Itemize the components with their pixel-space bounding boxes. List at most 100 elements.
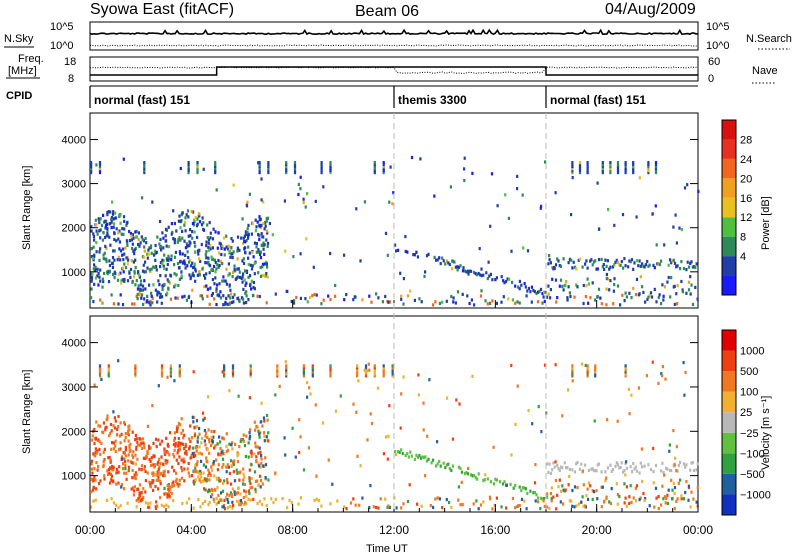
echo-cell: [158, 283, 160, 286]
echo-cell: [503, 480, 505, 483]
echo-cell: [664, 378, 666, 381]
echo-cell: [263, 253, 265, 256]
echo-cell: [115, 216, 117, 219]
echo-cell: [109, 210, 111, 213]
echo-cell: [263, 419, 265, 422]
echo-cell: [564, 461, 566, 464]
echo-cell: [152, 442, 154, 445]
echo-cell: [298, 502, 300, 505]
echo-cell: [128, 272, 130, 275]
echo-cell: [447, 463, 449, 466]
echo-cell: [261, 232, 263, 235]
echo-cell: [125, 266, 127, 269]
echo-cell: [303, 201, 305, 204]
echo-cell: [644, 465, 646, 468]
echo-cell: [657, 382, 659, 385]
echo-cell: [147, 506, 149, 509]
echo-cell: [122, 258, 124, 261]
echo-cell: [284, 453, 286, 456]
echo-cell: [176, 478, 178, 481]
echo-cell: [478, 507, 480, 510]
echo-cell: [627, 265, 629, 268]
echo-cell: [602, 161, 604, 164]
echo-cell: [191, 474, 193, 477]
echo-cell: [390, 166, 392, 169]
echo-cell: [249, 396, 251, 399]
echo-cell: [217, 231, 219, 234]
echo-cell: [124, 247, 126, 250]
echo-cell: [180, 466, 182, 469]
echo-cell: [93, 486, 95, 489]
echo-cell: [165, 437, 167, 440]
echo-cell: [140, 283, 142, 286]
echo-cell: [606, 418, 608, 421]
echo-cell: [117, 415, 119, 418]
echo-cell: [388, 201, 390, 204]
echo-cell: [561, 484, 563, 487]
echo-cell: [253, 281, 255, 284]
echo-cell: [387, 458, 389, 461]
echo-cell: [548, 254, 550, 257]
power-colorbar-tick: 24: [740, 154, 752, 166]
echo-cell: [263, 416, 265, 419]
echo-cell: [257, 221, 259, 224]
echo-cell: [127, 429, 129, 432]
echo-cell: [587, 302, 589, 305]
echo-cell: [334, 295, 336, 298]
echo-cell: [408, 455, 410, 458]
echo-cell: [126, 244, 128, 247]
echo-cell: [497, 204, 499, 207]
echo-cell: [235, 278, 237, 281]
echo-cell: [623, 257, 625, 260]
echo-cell: [192, 416, 194, 419]
echo-cell: [683, 394, 685, 397]
echo-cell: [128, 444, 130, 447]
echo-cell: [697, 462, 699, 465]
echo-cell: [202, 297, 204, 300]
echo-cell: [212, 292, 214, 295]
echo-cell: [192, 222, 194, 225]
echo-cell: [134, 485, 136, 488]
echo-cell: [135, 463, 137, 466]
echo-cell: [566, 466, 568, 469]
velocity-colorbar-label: Velocity [m s⁻¹]: [760, 396, 772, 470]
echo-cell: [256, 242, 258, 245]
nsearch-tick-bottom: 10^0: [706, 40, 730, 52]
echo-cell: [238, 445, 240, 448]
echo-cell: [143, 446, 145, 449]
echo-cell: [131, 454, 133, 457]
echo-cell: [491, 507, 493, 510]
echo-cell: [423, 428, 425, 431]
echo-cell: [249, 428, 251, 431]
echo-cell: [232, 296, 234, 299]
echo-cell: [459, 264, 461, 267]
echo-cell: [215, 303, 217, 306]
echo-cell: [517, 504, 519, 507]
echo-cell: [222, 370, 224, 373]
echo-cell: [226, 493, 228, 496]
echo-cell: [188, 244, 190, 247]
echo-cell: [522, 246, 524, 249]
echo-cell: [213, 282, 215, 285]
echo-cell: [139, 293, 141, 296]
echo-cell: [557, 259, 559, 262]
echo-cell: [154, 463, 156, 466]
echo-cell: [203, 463, 205, 466]
echo-cell: [592, 498, 594, 501]
echo-cell: [114, 276, 116, 279]
echo-cell: [136, 488, 138, 491]
echo-cell: [228, 262, 230, 265]
echo-cell: [93, 442, 95, 445]
echo-cell: [585, 295, 587, 298]
echo-cell: [243, 257, 245, 260]
echo-cell: [551, 468, 553, 471]
echo-cell: [166, 258, 168, 261]
echo-cell: [122, 266, 124, 269]
echo-cell: [131, 259, 133, 262]
echo-cell: [134, 248, 136, 251]
echo-cell: [191, 230, 193, 233]
echo-cell: [111, 441, 113, 444]
echo-cell: [266, 265, 268, 268]
echo-cell: [99, 440, 101, 443]
echo-cell: [238, 395, 240, 398]
